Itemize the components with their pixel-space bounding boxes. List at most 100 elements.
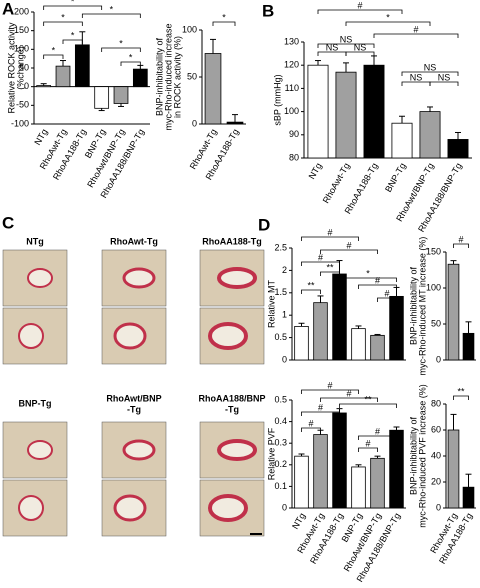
significance-bracket <box>301 289 321 294</box>
y-tick-label: -50 <box>16 100 29 110</box>
significance-bracket <box>101 47 141 52</box>
y-axis-label: myc-Rho-induced MT increase (%) <box>417 237 427 376</box>
panel-label: B <box>262 1 274 20</box>
x-tick-label: BNP-Tg <box>383 161 408 194</box>
bar <box>389 295 404 361</box>
y-tick-label: 50 <box>431 318 441 328</box>
y-tick-label: 0 <box>24 81 29 91</box>
micrograph-label: NTg <box>26 236 44 246</box>
significance-bracket <box>377 297 397 302</box>
significance-bracket <box>373 33 459 38</box>
significance-bracket <box>301 236 359 241</box>
significance-label: ** <box>326 262 334 272</box>
significance-label: NS <box>424 62 437 72</box>
y-tick-label: 60 <box>431 424 441 434</box>
bar <box>335 71 357 159</box>
y-tick-label: 0 <box>282 354 287 364</box>
micrograph-label: RhoAwt/BNP <box>106 393 161 403</box>
significance-label: NS <box>326 42 339 52</box>
y-axis-label: Relative PVF <box>266 427 276 480</box>
bar <box>363 64 385 159</box>
bar <box>370 334 385 361</box>
micrograph-label: -Tg <box>225 404 239 414</box>
bar <box>351 328 366 361</box>
vessel <box>18 495 44 521</box>
significance-label: * <box>71 0 75 6</box>
significance-label: ** <box>307 280 315 290</box>
significance-bracket <box>43 21 83 26</box>
significance-bracket <box>120 61 141 66</box>
significance-bracket <box>301 427 321 432</box>
y-tick-label: 20 <box>431 476 441 486</box>
micrograph-label: RhoAA188/BNP <box>198 393 265 403</box>
y-tick-label: 50 <box>19 62 29 72</box>
significance-label: NS <box>410 72 423 82</box>
y-axis-label: BNP-inhibitability of <box>408 416 418 495</box>
significance-bracket <box>81 13 141 18</box>
bar <box>419 111 441 159</box>
significance-bracket <box>320 271 340 276</box>
y-axis-label: BNP-inhibitability of <box>154 37 164 116</box>
bar <box>351 466 366 509</box>
y-tick-label: 0 <box>192 118 197 128</box>
bar <box>55 65 71 88</box>
significance-label: # <box>365 438 370 448</box>
bar <box>307 64 329 159</box>
y-axis-label: BNP-inhibitability of <box>408 266 418 345</box>
y-tick-label: 110 <box>285 83 299 93</box>
significance-bracket <box>43 5 103 10</box>
bar <box>332 412 347 509</box>
y-tick-label: 80 <box>431 398 441 408</box>
y-tick-label: 100 <box>182 24 197 34</box>
significance-label: # <box>384 288 389 298</box>
y-tick-label: 40 <box>431 450 441 460</box>
vessel <box>208 322 248 350</box>
significance-bracket <box>453 395 469 400</box>
significance-bracket <box>401 71 459 76</box>
bar <box>74 44 90 88</box>
significance-bracket <box>62 39 83 44</box>
panel-label: A <box>2 0 14 18</box>
y-axis-label: (%change) <box>15 46 25 90</box>
x-tick-label: NTg <box>307 161 324 181</box>
micrograph-label: RhoAA188-Tg <box>202 236 262 246</box>
micrograph-label: BNP-Tg <box>19 398 52 408</box>
y-tick-label: 150 <box>426 246 441 256</box>
significance-bracket <box>345 21 431 26</box>
y-tick-label: 80 <box>289 152 299 162</box>
y-tick-label: 90 <box>289 129 299 139</box>
bar <box>370 457 385 509</box>
y-tick-label: -100 <box>11 118 29 128</box>
significance-label: * <box>366 268 370 278</box>
y-tick-label: 2.5 <box>274 242 287 252</box>
significance-bracket <box>317 9 403 14</box>
bar <box>113 86 129 104</box>
significance-label: * <box>61 12 65 22</box>
y-tick-label: 0 <box>282 502 287 512</box>
y-tick-label: 120 <box>284 60 299 70</box>
significance-label: * <box>52 45 56 55</box>
significance-label: # <box>357 0 362 10</box>
significance-bracket <box>339 403 397 408</box>
bar <box>313 434 328 509</box>
y-tick-label: 50 <box>187 71 197 81</box>
significance-label: * <box>129 52 133 62</box>
y-tick-label: 1.5 <box>274 287 287 297</box>
significance-label: ** <box>364 394 372 404</box>
micrograph-label: -Tg <box>127 404 141 414</box>
panel-label: C <box>2 213 14 232</box>
vessel <box>122 267 156 289</box>
bar <box>447 139 469 159</box>
vessel <box>27 440 53 460</box>
significance-label: # <box>346 240 351 250</box>
y-tick-label: 0.1 <box>274 481 287 491</box>
y-tick-label: 1 <box>282 310 287 320</box>
vessel <box>27 268 53 288</box>
x-tick-label: NTg <box>32 127 49 147</box>
micrograph-label: RhoAwt-Tg <box>110 236 158 246</box>
significance-bracket <box>317 51 347 56</box>
y-tick-label: 130 <box>284 36 299 46</box>
significance-label: # <box>346 388 351 398</box>
